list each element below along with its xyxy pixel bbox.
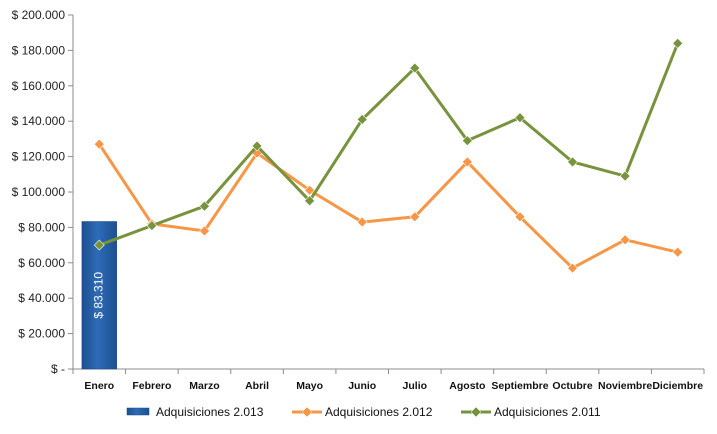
data-point-marker — [567, 262, 578, 274]
x-tick-label: Noviembre — [598, 380, 652, 392]
legend-swatch-marker — [301, 406, 313, 418]
legend-label: Adquisiciones 2.011 — [494, 405, 601, 419]
x-tick-label: Octubre — [552, 380, 592, 392]
y-tick-label: $ - — [51, 362, 65, 376]
y-tick-label: $ 60.000 — [18, 256, 65, 270]
data-point-marker — [251, 140, 263, 152]
legend-label: Adquisiciones 2.013 — [156, 405, 264, 419]
data-point-marker — [567, 156, 578, 168]
data-point-marker — [461, 156, 473, 168]
x-tick-label: Diciembre — [652, 380, 703, 392]
x-tick-label: Marzo — [189, 380, 219, 392]
data-point-marker — [146, 220, 158, 232]
y-tick-label: $ 120.000 — [12, 150, 66, 164]
data-point-marker — [514, 112, 526, 124]
data-point-marker — [514, 211, 526, 223]
data-point-marker — [199, 225, 210, 237]
x-tick-label: Agosto — [449, 380, 485, 392]
data-point-marker — [356, 216, 368, 228]
data-point-marker — [356, 114, 368, 125]
data-point-marker — [672, 37, 684, 49]
x-tick-label: Julio — [403, 380, 428, 392]
x-tick-label: Septiembre — [491, 380, 548, 392]
data-point-marker — [93, 138, 105, 150]
bar-data-label: $ 83.310 — [91, 272, 105, 319]
y-tick-label: $ 20.000 — [18, 327, 65, 341]
y-tick-label: $ 180.000 — [12, 43, 66, 57]
legend-swatch-bar — [126, 407, 150, 416]
data-point-marker — [304, 195, 316, 207]
series-line — [98, 143, 679, 270]
y-tick-label: $ 100.000 — [12, 185, 66, 199]
legend-label: Adquisiciones 2.012 — [325, 405, 433, 419]
data-point-marker — [619, 170, 631, 182]
x-tick-label: Enero — [84, 380, 114, 392]
data-point-marker — [409, 62, 421, 74]
data-point-marker — [409, 211, 421, 223]
line-series-group — [93, 37, 684, 274]
data-point-marker — [619, 234, 631, 246]
y-tick-label: $ 40.000 — [18, 291, 65, 305]
x-tick-label: Junio — [348, 380, 376, 392]
y-tick-label: $ 80.000 — [18, 220, 65, 234]
y-tick-label: $ 140.000 — [12, 114, 66, 128]
legend: Adquisiciones 2.013 Adquisiciones 2.012 Ad… — [126, 405, 601, 419]
x-tick-label: Abril — [245, 380, 269, 392]
x-tick-label: Mayo — [296, 380, 323, 392]
data-point-marker — [461, 135, 473, 147]
x-tick-label: Febrero — [132, 380, 171, 392]
series-line — [98, 42, 680, 247]
data-point-marker — [304, 184, 316, 196]
data-point-marker — [672, 246, 684, 258]
y-tick-label: $ 160.000 — [12, 79, 66, 93]
data-point-marker — [93, 239, 105, 251]
data-point-marker — [199, 200, 210, 212]
legend-swatch-marker — [470, 406, 482, 418]
axes-group: $ - $ 20.000 $ 40.000 $ 60.000 $ 80.000 $ 100… — [12, 8, 705, 392]
y-tick-label: $ 200.000 — [12, 8, 66, 22]
